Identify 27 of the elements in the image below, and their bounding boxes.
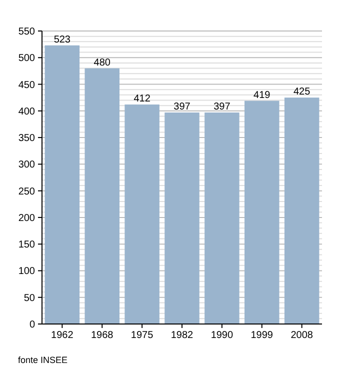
y-tick-label: 250 [18, 186, 36, 198]
x-tick-label: 1962 [51, 330, 74, 341]
data-label: 397 [174, 102, 191, 113]
x-tick-label: 1968 [90, 330, 114, 341]
x-tick-label: 1982 [170, 330, 194, 341]
y-tick-label: 300 [18, 160, 36, 171]
x-tick-label: 1999 [250, 330, 274, 341]
y-tick-label: 350 [18, 133, 36, 144]
y-tick-label: 500 [18, 53, 36, 64]
y-tick-label: 50 [24, 292, 36, 304]
y-tick-label: 0 [29, 320, 36, 330]
data-label: 523 [54, 34, 71, 46]
data-label: 412 [134, 94, 151, 105]
data-label: 397 [214, 102, 231, 113]
y-tick-label: 200 [18, 212, 36, 224]
x-tick-label: 2008 [290, 330, 314, 341]
source-note: fonte INSEE [18, 355, 68, 365]
data-label: 425 [293, 86, 311, 98]
x-tick-label: 1990 [210, 330, 234, 341]
y-tick-label: 100 [18, 266, 36, 278]
data-label: 419 [254, 90, 271, 101]
y-tick-label: 400 [18, 106, 36, 118]
y-tick-label: 450 [18, 80, 36, 91]
data-label: 480 [94, 57, 111, 68]
y-tick-label: 150 [18, 240, 36, 251]
y-tick-label: 550 [18, 26, 36, 38]
x-tick-label: 1975 [130, 330, 154, 341]
